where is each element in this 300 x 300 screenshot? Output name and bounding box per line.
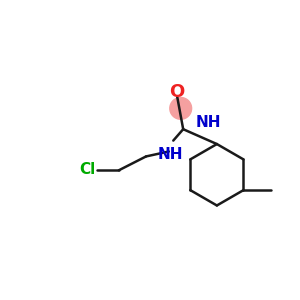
Text: Cl: Cl <box>79 162 95 177</box>
Text: O: O <box>169 82 184 100</box>
Text: NH: NH <box>158 147 184 162</box>
Text: NH: NH <box>195 115 221 130</box>
Circle shape <box>170 98 192 119</box>
